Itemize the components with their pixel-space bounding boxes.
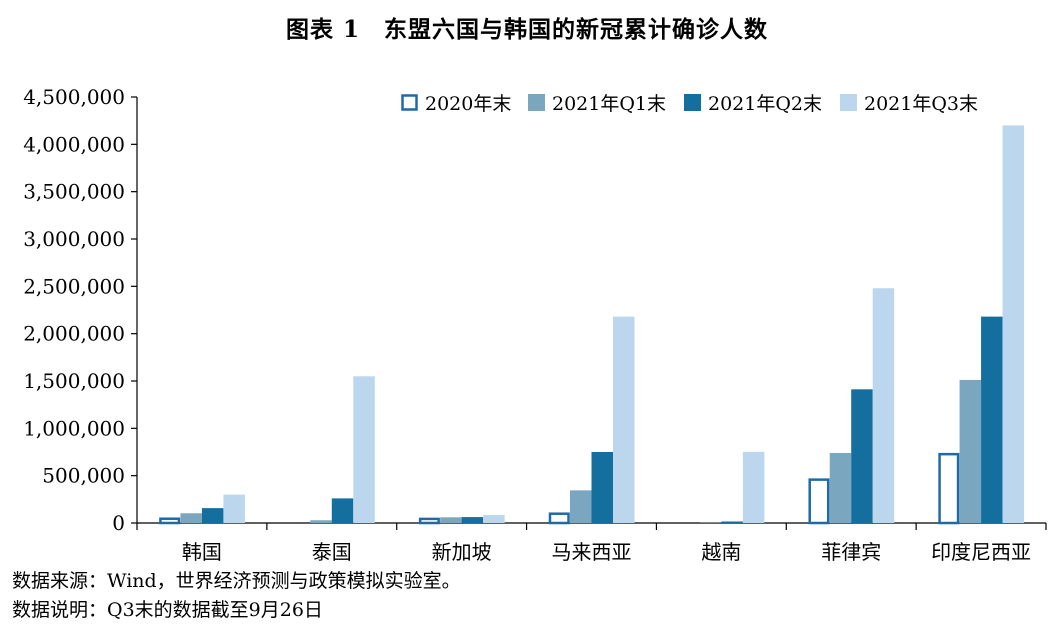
bar-2021年Q2末-印度尼西亚 [981,316,1003,523]
bar-2021年Q2末-越南 [721,521,743,523]
legend-label: 2021年Q3末 [864,93,978,115]
legend-label: 2021年Q1末 [552,93,666,115]
data-source-note: 数据来源：Wind，世界经济预测与政策模拟实验室。 [12,570,461,592]
bar-2020年末-新加坡 [418,517,440,525]
legend-label: 2021年Q2末 [708,93,822,115]
bar-2020年末-印度尼西亚 [938,452,960,525]
legend: 2020年末 2021年Q1末 2021年Q2末 2021年Q3末 [401,93,978,115]
x-tick-label: 越南 [701,540,741,564]
y-axis: 0 500,000 1,000,000 1,500,000 2,000,000 2,500… [23,85,138,535]
bar-2020年末-马来西亚 [548,512,570,525]
bar-2021年Q1末-新加坡 [440,517,462,523]
y-tick-label: 2,000,000 [23,322,125,346]
bar-2021年Q3末-菲律宾 [872,288,895,523]
y-tick-label: 1,000,000 [23,416,125,440]
bar-2021年Q2末-马来西亚 [591,452,613,523]
bar-2021年Q1末-韩国 [180,513,202,523]
bar-2021年Q2末-泰国 [331,498,354,523]
y-tick-label: 2,500,000 [23,274,125,298]
y-tick-label: 4,000,000 [23,132,125,156]
bars [159,125,1025,525]
bar-2021年Q1末-印度尼西亚 [959,379,982,523]
x-axis: 韩国 泰国 新加坡 马来西亚 越南 菲律宾 印度尼西亚 [136,522,1047,564]
data-explanation-note: 数据说明：Q3末的数据截至9月26日 [12,599,323,621]
x-tick-label: 韩国 [182,540,222,564]
legend-swatch [528,94,545,111]
legend-swatch [684,94,701,111]
bar-2021年Q2末-新加坡 [461,517,484,523]
x-tick-label: 新加坡 [432,540,492,564]
bar-2021年Q3末-马来西亚 [613,316,635,523]
y-tick-label: 3,000,000 [23,227,125,251]
bar-2020年末-菲律宾 [808,478,830,525]
bar-2021年Q3末-泰国 [353,376,375,523]
bar-2021年Q2末-菲律宾 [851,389,873,523]
legend-swatch [401,94,418,111]
y-tick-label: 3,500,000 [23,180,125,204]
bar-2021年Q2末-韩国 [201,508,224,523]
bar-2020年末-韩国 [159,517,181,525]
bar-2021年Q3末-韩国 [223,494,245,523]
bar-2021年Q1末-泰国 [310,520,332,523]
bar-2021年Q1末-马来西亚 [570,490,592,523]
legend-swatch [840,94,857,111]
x-tick-label: 菲律宾 [821,540,881,564]
y-tick-label: 1,500,000 [23,369,125,393]
bar-2021年Q3末-印度尼西亚 [1002,125,1025,524]
x-tick-label: 马来西亚 [552,540,632,564]
y-tick-label: 0 [112,511,125,535]
y-tick-label: 4,500,000 [23,85,125,109]
bar-2021年Q3末-新加坡 [483,514,505,523]
y-tick-label: 500,000 [42,464,125,488]
x-tick-label: 泰国 [312,540,352,564]
x-tick-label: 印度尼西亚 [931,540,1031,564]
bar-2021年Q1末-菲律宾 [829,452,852,523]
chart-title: 图表 1 东盟六国与韩国的新冠累计确诊人数 [285,16,768,43]
bar-2021年Q3末-越南 [742,451,765,523]
legend-label: 2020年末 [425,93,511,115]
